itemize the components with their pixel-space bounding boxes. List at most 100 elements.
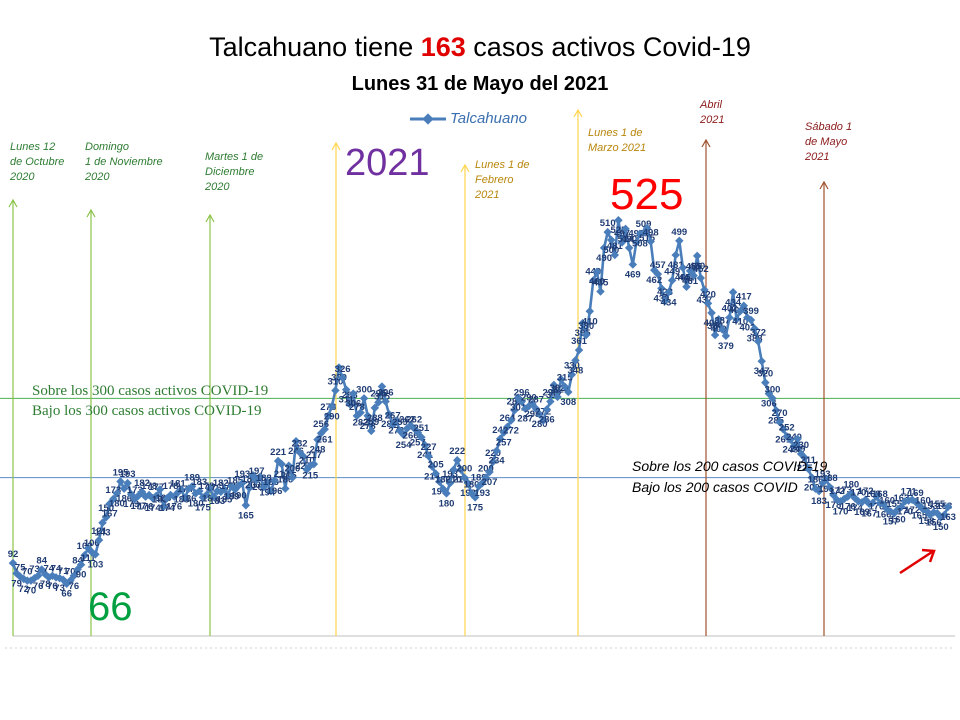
data-label: 315 bbox=[374, 392, 391, 403]
data-label: 420 bbox=[700, 289, 716, 300]
data-point bbox=[205, 484, 215, 493]
data-label: 78 bbox=[40, 579, 51, 590]
title-suffix: casos activos Covid-19 bbox=[465, 32, 751, 62]
data-label: 461 bbox=[682, 276, 699, 287]
date-marker-arrowhead bbox=[205, 213, 215, 223]
data-point bbox=[298, 451, 308, 461]
data-label: 264 bbox=[499, 413, 516, 424]
data-point bbox=[445, 478, 455, 488]
data-label: 165 bbox=[911, 510, 928, 521]
data-point bbox=[757, 356, 766, 366]
data-label: 66 bbox=[61, 589, 72, 600]
data-point bbox=[506, 416, 516, 425]
data-point bbox=[331, 386, 340, 395]
title-prefix: Talcahuano tiene bbox=[209, 32, 421, 62]
data-label: 210 bbox=[299, 456, 315, 467]
data-label: 285 bbox=[768, 415, 785, 426]
legend-line-icon bbox=[410, 112, 446, 125]
data-label: 380 bbox=[578, 321, 594, 332]
data-label: 497 bbox=[614, 228, 630, 239]
data-point bbox=[721, 331, 731, 341]
date-marker-arrowhead bbox=[819, 180, 829, 190]
data-label: 315 bbox=[557, 373, 574, 384]
data-point bbox=[460, 473, 469, 482]
date-annotation: Martes 1 de Diciembre 2020 bbox=[205, 150, 263, 195]
data-label: 170 bbox=[850, 487, 866, 498]
data-point bbox=[553, 392, 562, 402]
data-point bbox=[775, 417, 784, 427]
data-label: 170 bbox=[833, 506, 849, 517]
data-label: 70 bbox=[65, 567, 76, 578]
data-label: 261 bbox=[317, 434, 334, 445]
data-label: 300 bbox=[356, 384, 372, 395]
data-label: 347 bbox=[754, 366, 770, 377]
date-annotation: Domingo 1 de Noviembre 2020 bbox=[85, 140, 163, 185]
data-point bbox=[499, 428, 509, 437]
data-label: 75 bbox=[15, 563, 26, 574]
data-label: 155 bbox=[886, 499, 903, 510]
data-label: 185 bbox=[173, 495, 190, 506]
data-label: 249 bbox=[790, 444, 806, 455]
year-label: 2021 bbox=[345, 142, 430, 184]
date-annotation: Abril 2021 bbox=[700, 98, 724, 128]
data-point bbox=[503, 422, 512, 432]
data-label: 194 bbox=[259, 487, 276, 498]
data-label: 193 bbox=[120, 469, 136, 480]
data-point bbox=[592, 267, 602, 276]
data-label: 175 bbox=[467, 502, 484, 513]
data-label: 189 bbox=[471, 472, 487, 483]
data-point bbox=[277, 459, 286, 469]
data-point bbox=[671, 250, 680, 260]
data-label: 266 bbox=[403, 430, 419, 441]
data-point bbox=[363, 411, 372, 421]
data-point bbox=[710, 330, 720, 340]
data-label: 155 bbox=[929, 499, 946, 510]
data-point bbox=[804, 464, 813, 474]
data-label: 455 bbox=[686, 262, 703, 273]
data-point bbox=[255, 472, 265, 482]
date-marker-arrowhead bbox=[573, 108, 583, 118]
data-label: 254 bbox=[396, 440, 413, 451]
data-label: 210 bbox=[453, 475, 469, 486]
data-label: 262 bbox=[406, 415, 422, 426]
data-label: 220 bbox=[485, 448, 501, 459]
date-annotation: Lunes 1 de Febrero 2021 bbox=[475, 158, 529, 203]
date-annotation-line: 2020 bbox=[10, 171, 35, 183]
data-point bbox=[263, 478, 272, 487]
data-label: 410 bbox=[582, 316, 598, 327]
data-label: 434 bbox=[725, 297, 742, 308]
data-label: 70 bbox=[22, 567, 33, 578]
data-label: 267 bbox=[385, 411, 401, 422]
data-point bbox=[384, 410, 394, 419]
data-label: 221 bbox=[270, 447, 287, 458]
data-label: 174 bbox=[145, 503, 162, 514]
data-label: 211 bbox=[801, 455, 817, 466]
data-label: 499 bbox=[671, 227, 687, 238]
data-label: 270 bbox=[772, 408, 788, 419]
data-label: 186 bbox=[277, 475, 293, 486]
data-label: 76 bbox=[47, 581, 58, 592]
data-label: 157 bbox=[883, 517, 899, 528]
data-label: 176 bbox=[840, 502, 856, 513]
data-point bbox=[427, 462, 437, 471]
data-label: 251 bbox=[413, 423, 430, 434]
data-label: 178 bbox=[198, 481, 214, 492]
data-label: 180 bbox=[188, 498, 204, 509]
data-label: 257 bbox=[410, 438, 426, 449]
data-label: 296 bbox=[542, 388, 558, 399]
data-label: 295 bbox=[370, 388, 387, 399]
data-label: 76 bbox=[69, 581, 80, 592]
data-label: 92 bbox=[8, 549, 19, 560]
date-annotation-line: 2021 bbox=[700, 114, 725, 126]
data-point bbox=[338, 373, 347, 383]
data-point bbox=[517, 397, 526, 406]
data-label: 214 bbox=[424, 472, 441, 483]
data-label: 293 bbox=[524, 409, 540, 420]
data-label: 197 bbox=[249, 466, 265, 477]
data-point bbox=[478, 478, 487, 488]
data-point bbox=[789, 441, 799, 451]
legend-label: Talcahuano bbox=[450, 110, 528, 127]
data-point bbox=[768, 394, 777, 403]
date-annotation-line: Martes 1 de bbox=[205, 151, 264, 163]
data-point bbox=[746, 315, 756, 325]
